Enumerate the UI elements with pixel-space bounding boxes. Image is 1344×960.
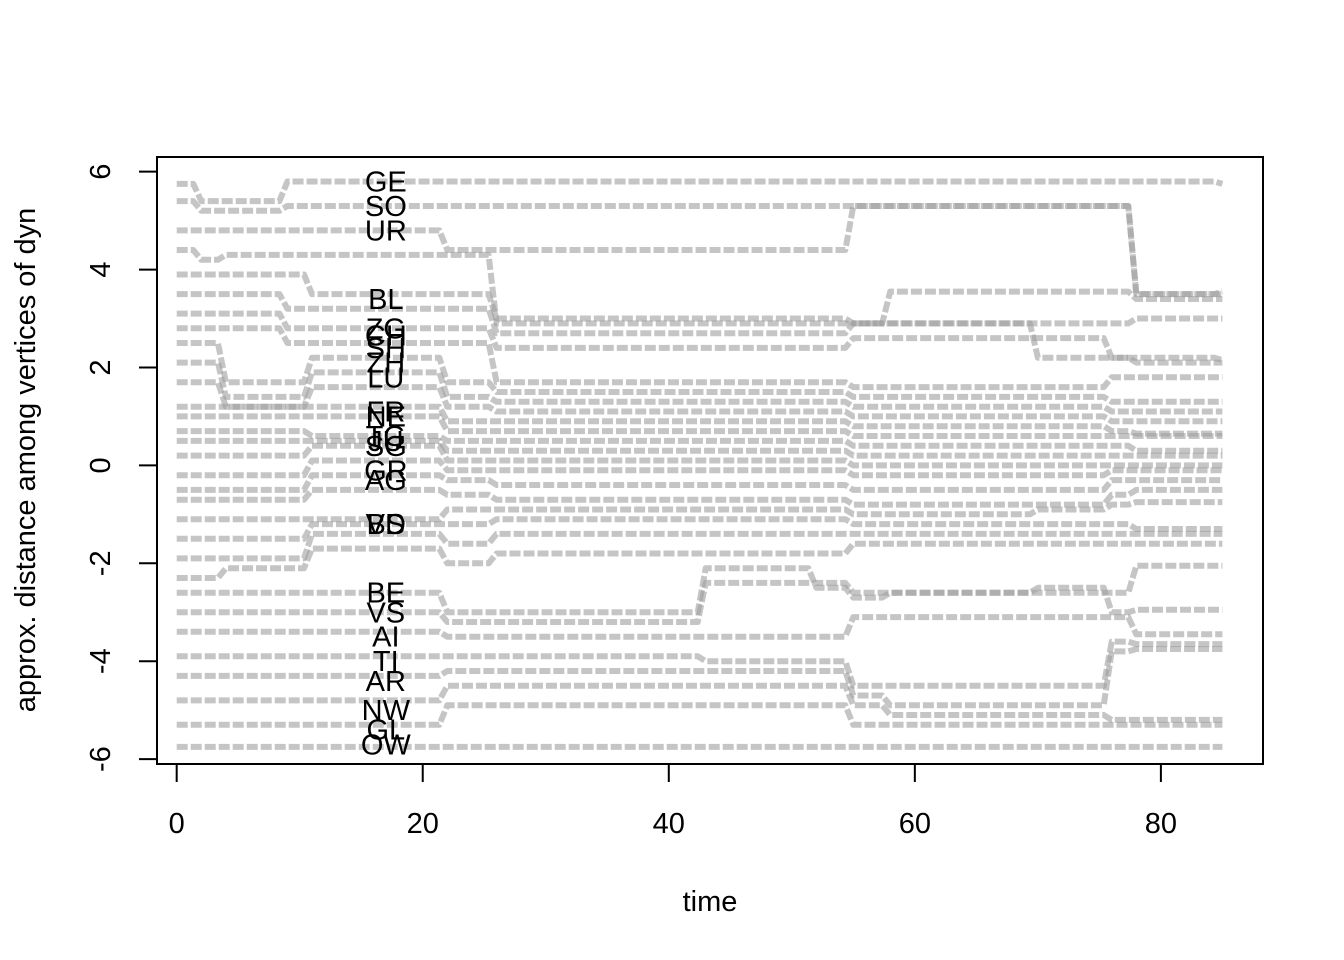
series-line-15 [176, 437, 1223, 459]
y-tick-label: -6 [85, 746, 117, 772]
series-line-10 [176, 359, 1223, 415]
y-tick-label: -2 [85, 550, 117, 576]
y-tick-label: 2 [85, 359, 117, 375]
series-line-17 [176, 457, 1223, 479]
series-line-12 [176, 403, 1223, 437]
y-axis: -6 -4 -2 0 2 4 6 [85, 164, 157, 772]
vertex-label: ZG [366, 313, 406, 345]
x-axis-title: time [683, 886, 738, 918]
series-line-3 [176, 203, 1224, 298]
series-line-23 [176, 540, 1223, 581]
series-line-18 [176, 472, 1223, 493]
vertex-label: CH [365, 321, 407, 353]
vertex-label: NE [366, 401, 406, 433]
vertex-label: AR [366, 666, 406, 698]
vertex-label: VD [366, 509, 406, 541]
vertex-label: NW [362, 695, 411, 727]
vertex-label: SG [365, 431, 407, 463]
vertex-label: GL [366, 715, 405, 747]
series-line-24 [176, 562, 1223, 616]
vertex-label: AG [365, 465, 407, 497]
series-line-26 [176, 614, 1223, 640]
vertex-label: LU [367, 362, 404, 394]
y-axis-title: approx. distance among vertices of dyn [10, 208, 42, 713]
x-tick-label: 60 [899, 808, 931, 840]
vertex-label: GE [365, 166, 407, 198]
vertex-label: ZH [366, 348, 405, 380]
series-line-25 [176, 579, 1223, 625]
vertex-label: SO [365, 191, 407, 223]
series-line-29 [176, 682, 1223, 723]
series-line-5 [176, 271, 1223, 327]
series-line-22 [176, 530, 1223, 562]
vertex-label: TI [373, 646, 399, 678]
vertex-label: VS [366, 597, 405, 629]
vertex-label: TG [366, 421, 406, 453]
series-line-27 [176, 638, 1223, 689]
series-line-7 [176, 310, 1223, 366]
series-line-16 [176, 442, 1223, 469]
x-tick-label: 20 [407, 808, 439, 840]
series-line-8 [176, 325, 1223, 391]
series-line-14 [176, 428, 1223, 454]
x-tick-label: 80 [1145, 808, 1177, 840]
y-tick-label: 6 [85, 164, 117, 180]
series-line-13 [176, 413, 1223, 439]
trajectory-lines [176, 178, 1224, 750]
y-tick-label: 0 [85, 457, 117, 473]
vertex-label: FR [366, 397, 405, 429]
vertex-label: OW [361, 729, 412, 761]
x-tick-label: 40 [653, 808, 685, 840]
series-line-6 [176, 291, 1224, 363]
vertex-label: AI [372, 622, 399, 654]
vertex-label: BS [366, 509, 405, 541]
series-line-4 [176, 247, 1223, 327]
x-axis: 0 20 40 60 80 [169, 763, 1177, 840]
vertex-label: SH [366, 333, 406, 365]
series-line-19 [176, 486, 1223, 508]
y-tick-label: 4 [85, 262, 117, 278]
vertex-label: JU [368, 426, 403, 458]
series-line-30 [176, 702, 1223, 728]
series-line-21 [176, 516, 1223, 542]
y-tick-label: -4 [85, 648, 117, 674]
series-line-20 [176, 499, 1223, 523]
vertex-label: BE [366, 578, 405, 610]
series-line-28 [176, 646, 1223, 709]
series-line-1 [176, 178, 1224, 205]
vertex-label: BL [368, 284, 403, 316]
series-line-11 [176, 379, 1223, 425]
vertex-label: GR [364, 455, 408, 487]
vertex-label: UR [365, 215, 407, 247]
x-tick-label: 0 [169, 808, 185, 840]
